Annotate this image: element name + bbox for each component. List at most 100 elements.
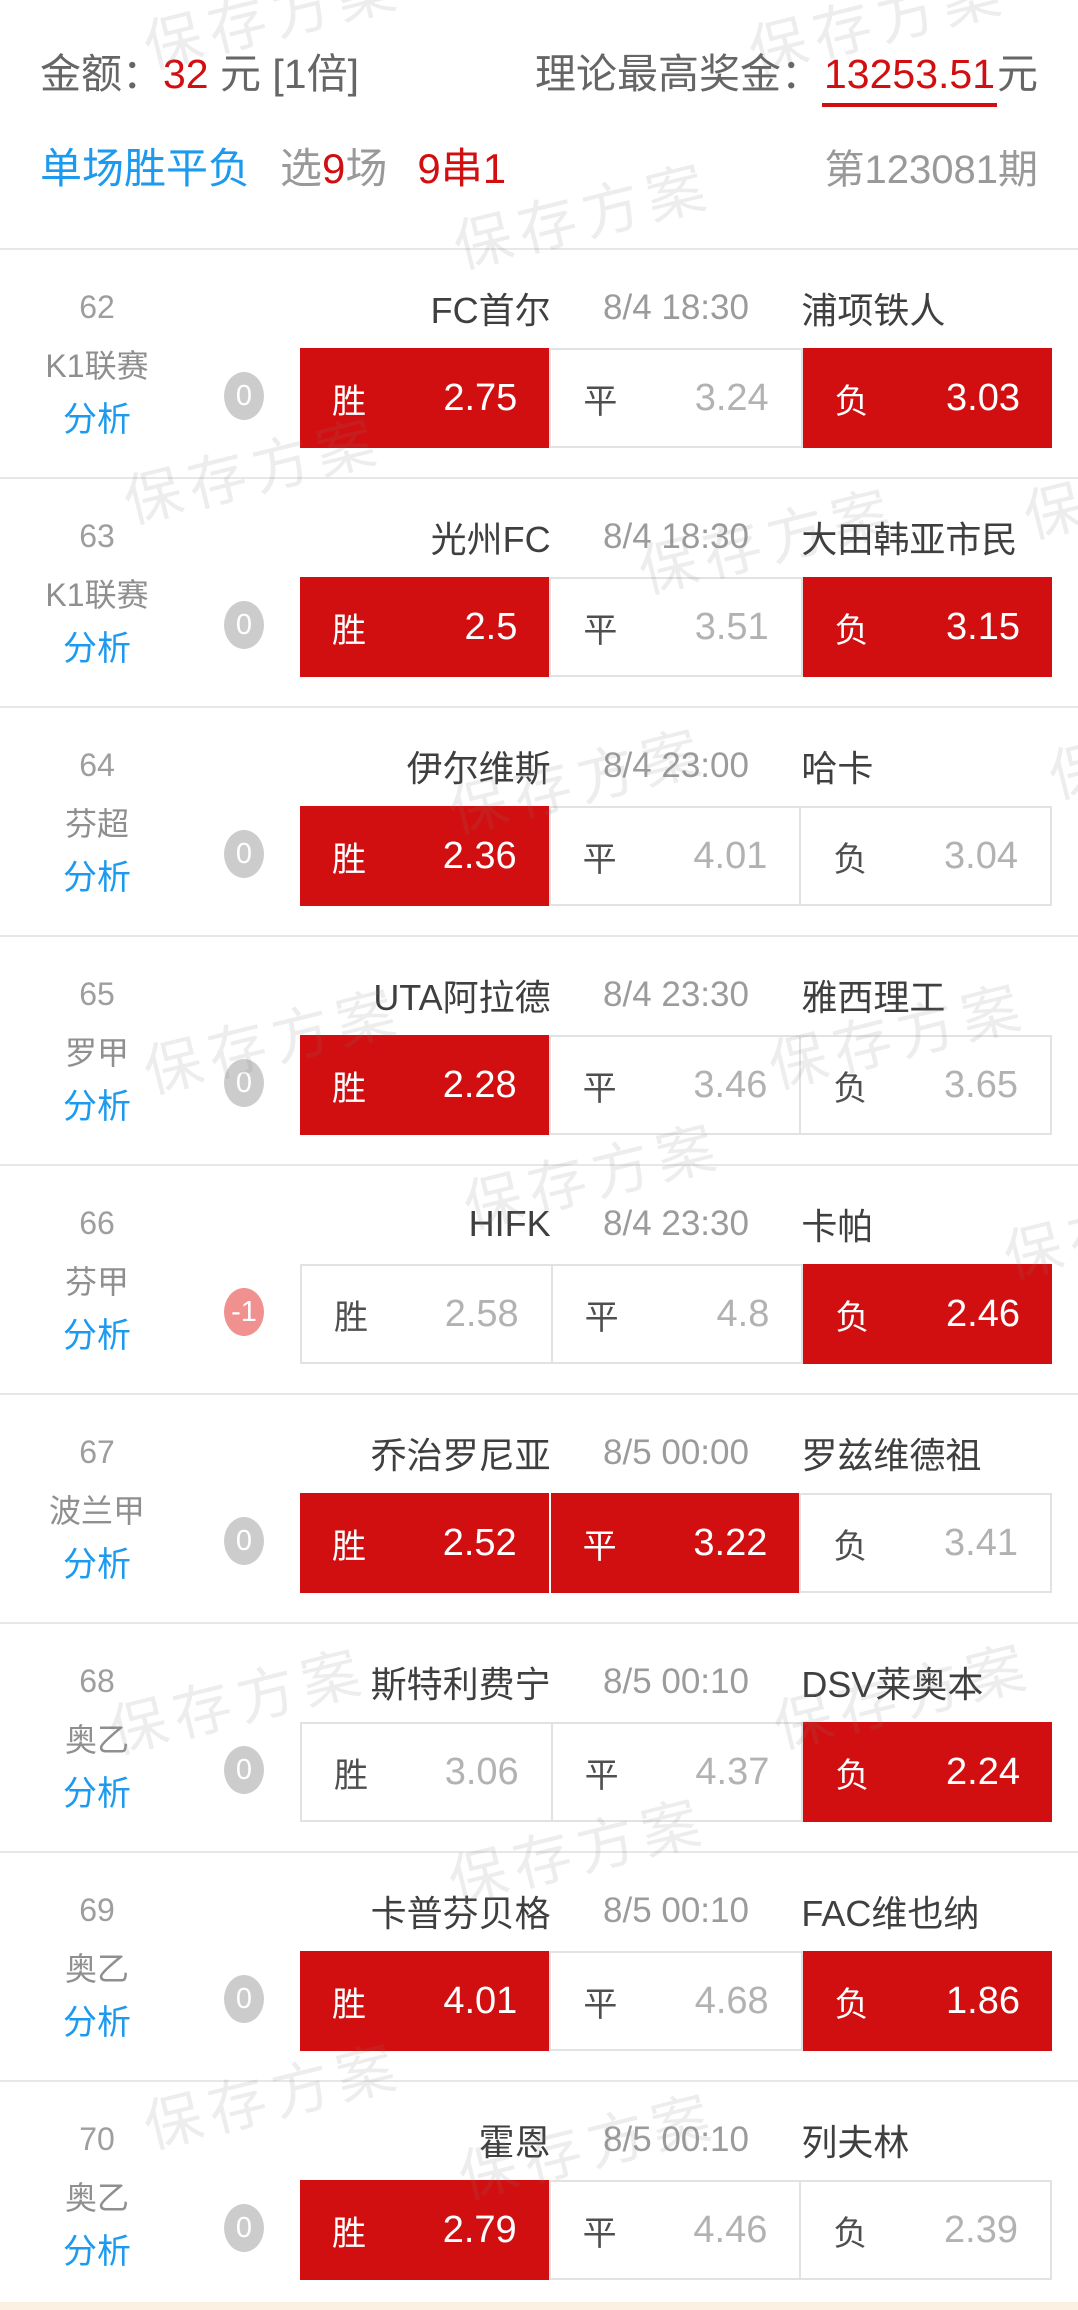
odds-cell-win[interactable]: 胜 2.36: [300, 806, 549, 906]
analysis-link[interactable]: 分析: [63, 630, 131, 669]
match-card: 66 芬甲 分析 -1 HIFK 8/4 23:30 卡帕 胜 2.58 平 4.8…: [0, 1166, 1078, 1395]
odds-cell-draw[interactable]: 平 4.68: [549, 1951, 803, 2051]
handicap-badge: 0: [224, 1975, 264, 2023]
match-number: 68: [79, 1663, 115, 1699]
odds-cell-win[interactable]: 胜 3.06: [300, 1722, 553, 1822]
odds-cell-draw[interactable]: 平 4.8: [552, 1264, 804, 1364]
analysis-link[interactable]: 分析: [63, 1546, 131, 1585]
analysis-link[interactable]: 分析: [63, 1775, 131, 1814]
league-name: K1联赛: [45, 348, 149, 385]
away-team: 哈卡: [801, 748, 874, 789]
selection-count: 选9场: [280, 145, 388, 192]
league-name: 罗甲: [64, 1035, 129, 1072]
league-name: K1联赛: [45, 577, 149, 614]
odds-cell-win[interactable]: 胜 2.5: [300, 577, 550, 677]
match-info-column: 69 奥乙 分析: [0, 1853, 194, 2043]
match-info-column: 70 奥乙 分析: [0, 2082, 194, 2272]
odds-cell-lose[interactable]: 负 2.46: [803, 1264, 1053, 1364]
team-row: 斯特利费宁 8/5 00:10 DSV莱奥本: [300, 1656, 1052, 1705]
odds-cell-lose[interactable]: 负 3.04: [801, 806, 1053, 906]
match-card: 68 奥乙 分析 0 斯特利费宁 8/5 00:10 DSV莱奥本 胜 3.06 …: [0, 1624, 1078, 1853]
league-name: 奥乙: [64, 1722, 129, 1759]
home-team: HIFK: [468, 1203, 551, 1244]
prize-text: 理论最高奖金：13253.51元: [534, 51, 1038, 107]
analysis-link[interactable]: 分析: [63, 1088, 131, 1127]
odds-cell-win[interactable]: 胜 2.75: [300, 348, 550, 448]
prize-value: 13253.51: [821, 51, 997, 107]
odds-cell-draw[interactable]: 平 3.51: [549, 577, 803, 677]
match-time: 8/4 18:30: [603, 288, 749, 327]
odds-cell-draw[interactable]: 平 4.01: [548, 806, 802, 906]
odds-cell-win[interactable]: 胜 2.58: [300, 1264, 553, 1364]
amount-label: 金额：: [40, 51, 163, 97]
analysis-link[interactable]: 分析: [63, 1317, 131, 1356]
odds-cell-draw[interactable]: 平 4.46: [548, 2180, 802, 2280]
league-name: 波兰甲: [48, 1493, 145, 1530]
handicap-badge: 0: [224, 1746, 264, 1794]
odds-cell-draw[interactable]: 平 3.24: [549, 348, 803, 448]
away-team: 大田韩亚市民: [801, 519, 1018, 560]
handicap-badge: 0: [224, 1059, 264, 1107]
team-row: 卡普芬贝格 8/5 00:10 FAC维也纳: [300, 1885, 1052, 1934]
prize-label: 理论最高奖金：: [534, 51, 822, 97]
match-time: 8/4 23:30: [603, 975, 749, 1014]
match-time: 8/4 18:30: [603, 517, 749, 556]
team-row: FC首尔 8/4 18:30 浦项铁人: [300, 282, 1052, 331]
match-info-column: 63 K1联赛 分析: [0, 479, 194, 669]
match-info-column: 66 芬甲 分析: [0, 1166, 194, 1356]
amount-value: 32: [163, 51, 209, 97]
home-team: 卡普芬贝格: [370, 1893, 551, 1934]
match-time: 8/5 00:00: [603, 1433, 749, 1472]
match-number: 62: [79, 289, 115, 325]
league-name: 芬甲: [64, 1264, 129, 1301]
odds-cell-win[interactable]: 胜 4.01: [300, 1951, 550, 2051]
match-number: 63: [79, 518, 115, 554]
play-type-label[interactable]: 单场胜平负: [40, 145, 251, 192]
odds-cell-draw[interactable]: 平 3.46: [548, 1035, 802, 1135]
odds-group: 胜 2.36 平 4.01 负 3.04: [300, 806, 1053, 906]
odds-group: 胜 2.58 平 4.8 负 2.46: [300, 1264, 1053, 1364]
home-team: 霍恩: [478, 2122, 551, 2163]
analysis-link[interactable]: 分析: [63, 401, 131, 440]
odds-cell-win[interactable]: 胜 2.52: [300, 1493, 549, 1593]
bottom-strip: [0, 2302, 1078, 2310]
amount-text: 金额：32 元 [1倍]: [40, 51, 359, 97]
odds-cell-win[interactable]: 胜 2.28: [300, 1035, 549, 1135]
analysis-link[interactable]: 分析: [63, 2233, 131, 2272]
odds-cell-lose[interactable]: 负 2.39: [801, 2180, 1053, 2280]
match-list: 62 K1联赛 分析 0 FC首尔 8/4 18:30 浦项铁人 胜 2.75 平…: [0, 250, 1078, 2303]
match-info-column: 64 芬超 分析: [0, 708, 194, 898]
odds-cell-lose[interactable]: 负 3.65: [801, 1035, 1053, 1135]
analysis-link[interactable]: 分析: [63, 2004, 131, 2043]
slip-header: 金额：32 元 [1倍] 理论最高奖金：13253.51元 单场胜平负 选9场 …: [0, 0, 1078, 250]
match-number: 70: [79, 2121, 115, 2157]
odds-cell-lose[interactable]: 负 3.41: [799, 1493, 1053, 1593]
home-team: 斯特利费宁: [370, 1664, 551, 1705]
odds-cell-draw[interactable]: 平 3.22: [548, 1493, 800, 1593]
odds-group: 胜 2.28 平 3.46 负 3.65: [300, 1035, 1053, 1135]
away-team: 罗兹维德祖: [801, 1435, 982, 1476]
team-row: 伊尔维斯 8/4 23:00 哈卡: [300, 740, 1052, 789]
away-team: 浦项铁人: [801, 290, 946, 331]
odds-cell-lose[interactable]: 负 2.24: [803, 1722, 1053, 1822]
handicap-badge: 0: [224, 601, 264, 649]
odds-cell-lose[interactable]: 负 1.86: [802, 1951, 1052, 2051]
odds-group: 胜 2.79 平 4.46 负 2.39: [300, 2180, 1053, 2280]
odds-cell-lose[interactable]: 负 3.15: [802, 577, 1052, 677]
match-card: 63 K1联赛 分析 0 光州FC 8/4 18:30 大田韩亚市民 胜 2.5 …: [0, 479, 1078, 708]
match-time: 8/4 23:30: [603, 1204, 749, 1243]
league-name: 奥乙: [64, 2180, 129, 2217]
match-card: 65 罗甲 分析 0 UTA阿拉德 8/4 23:30 雅西理工 胜 2.28 平…: [0, 937, 1078, 1166]
odds-cell-win[interactable]: 胜 2.79: [300, 2180, 549, 2280]
away-team: FAC维也纳: [801, 1893, 980, 1934]
match-time: 8/5 00:10: [603, 2120, 749, 2159]
match-info-column: 67 波兰甲 分析: [0, 1395, 194, 1585]
odds-cell-lose[interactable]: 负 3.03: [802, 348, 1052, 448]
odds-cell-draw[interactable]: 平 4.37: [552, 1722, 804, 1822]
odds-group: 胜 3.06 平 4.37 负 2.24: [300, 1722, 1053, 1822]
match-info-column: 62 K1联赛 分析: [0, 250, 194, 440]
handicap-badge: 0: [224, 372, 264, 420]
analysis-link[interactable]: 分析: [63, 859, 131, 898]
handicap-badge: 0: [224, 830, 264, 878]
issue-number: 第123081期: [824, 148, 1038, 192]
